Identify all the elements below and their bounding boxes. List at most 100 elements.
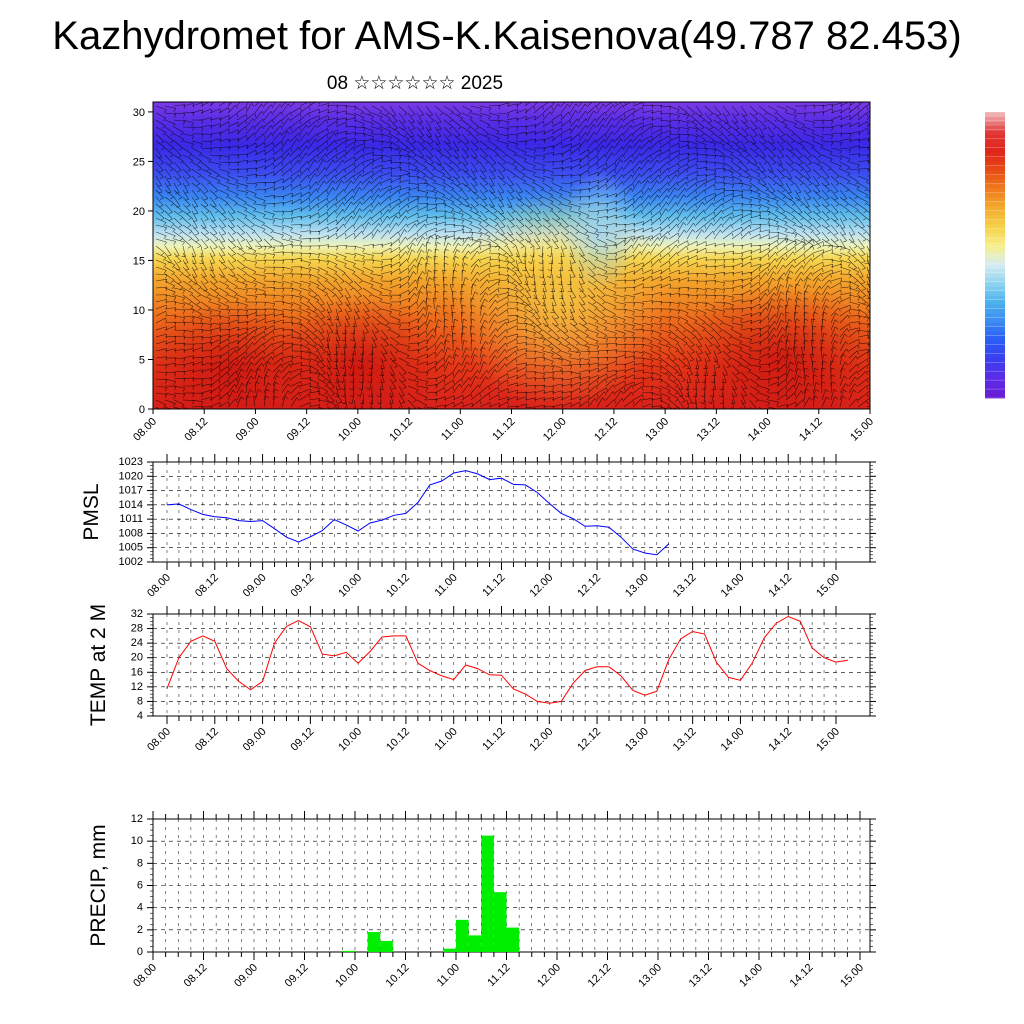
x-tick-label: 12.00: [527, 726, 555, 754]
y-tick-label: 6: [137, 880, 143, 892]
colorbar-segment: [985, 183, 1005, 189]
y-tick-label: 8: [137, 857, 143, 869]
precip-bar: [342, 950, 355, 952]
x-tick-label: 10.12: [384, 962, 412, 990]
colorbar-segment: [985, 330, 1005, 336]
x-tick-label: 10.00: [336, 572, 364, 600]
colorbar-segment: [985, 187, 1005, 193]
colorbar-segment: [985, 134, 1005, 140]
x-tick-label: 12.12: [586, 962, 614, 990]
colorbar-segment: [985, 143, 1005, 149]
x-tick-label: 11.12: [480, 726, 507, 753]
y-tick-label: 1020: [119, 470, 143, 482]
y-tick-label: 25: [133, 156, 145, 168]
colorbar-segment: [985, 228, 1005, 234]
colorbar-segment: [985, 362, 1005, 368]
x-tick-label: 13.00: [623, 572, 651, 600]
x-tick-label: 10.12: [384, 572, 412, 600]
y-tick-label: 4: [137, 902, 143, 914]
colorbar-segment: [985, 205, 1005, 211]
x-tick-label: 14.00: [737, 962, 765, 990]
y-tick-label: 1017: [119, 485, 143, 497]
chart-date: 08 ☆☆☆☆☆☆ 2025: [326, 73, 504, 94]
colorbar-segment: [985, 335, 1005, 341]
series-line: [166, 470, 670, 556]
y-tick-label: 28: [131, 623, 143, 635]
y-axis-label: PRECIP, mm: [87, 824, 110, 946]
x-tick-label: 15.00: [814, 726, 842, 754]
x-tick-label: 09.00: [232, 962, 260, 990]
colorbar-segment: [985, 326, 1005, 332]
colorbar-segment: [985, 299, 1005, 305]
x-tick-label: 10.12: [387, 416, 415, 444]
x-tick-label: 08.00: [131, 962, 159, 990]
colorbar-segment: [985, 219, 1005, 225]
colorbar-segment: [985, 246, 1005, 252]
x-tick-label: 09.00: [241, 726, 269, 754]
x-tick-label: 11.00: [435, 962, 462, 989]
colorbar-segment: [985, 174, 1005, 180]
colorbar-segment: [985, 339, 1005, 345]
x-tick-label: 11.00: [439, 416, 466, 443]
y-tick-label: 1011: [119, 513, 143, 525]
colorbar-segment: [985, 120, 1005, 126]
colorbar-segment: [985, 353, 1005, 359]
precip-bar: [456, 919, 469, 952]
x-tick-label: 14.12: [766, 726, 794, 754]
colorbar-segment: [985, 156, 1005, 162]
x-tick-label: 13.12: [695, 416, 723, 444]
colorbar-segment: [985, 317, 1005, 323]
x-tick-label: 08.12: [182, 416, 210, 444]
x-tick-label: 11.00: [432, 572, 459, 599]
colorbar-segment: [985, 112, 1005, 117]
colorbar-segment: [985, 272, 1005, 278]
colorbar-segment: [985, 259, 1005, 265]
x-tick-label: 12.12: [575, 726, 603, 754]
x-tick-label: 10.12: [384, 726, 412, 754]
colorbar-segment: [985, 268, 1005, 274]
colorbar-segment: [985, 196, 1005, 202]
x-tick-label: 13.12: [671, 726, 699, 754]
colorbar-segment: [985, 241, 1005, 247]
x-tick-label: 10.00: [336, 726, 364, 754]
colorbar-segment: [985, 393, 1005, 399]
y-tick-label: 30: [133, 107, 145, 119]
y-tick-label: 0: [139, 404, 145, 416]
x-tick-label: 14.12: [788, 962, 816, 990]
x-tick-label: 15.00: [848, 416, 876, 444]
y-tick-label: 24: [131, 637, 143, 649]
precip-bar: [443, 948, 456, 952]
colorbar-segment: [985, 152, 1005, 158]
colorbar-segment: [985, 281, 1005, 287]
y-tick-label: 1014: [119, 499, 143, 511]
y-axis-label: PMSL: [80, 483, 103, 540]
x-tick-label: 12.00: [541, 416, 569, 444]
x-tick-label: 12.12: [592, 416, 620, 444]
colorbar-segment: [985, 380, 1005, 386]
y-tick-label: 16: [131, 666, 143, 678]
colorbar-segment: [985, 366, 1005, 372]
precip-bar: [506, 927, 520, 952]
colorbar-segment: [985, 125, 1005, 131]
precip-bar: [481, 835, 494, 952]
warm-area: [270, 295, 450, 409]
x-tick-label: 09.12: [285, 416, 313, 444]
colorbar-segment: [985, 290, 1005, 296]
colorbar-segment: [985, 389, 1005, 395]
y-tick-label: 12: [131, 681, 143, 693]
y-tick-label: 32: [131, 608, 143, 620]
x-tick-label: 08.00: [145, 726, 173, 754]
colorbar-segment: [985, 255, 1005, 260]
x-tick-label: 09.00: [234, 416, 262, 444]
colorbar-segment: [985, 348, 1005, 354]
colorbar-segment: [985, 210, 1005, 216]
x-tick-label: 09.12: [289, 726, 317, 754]
colorbar: [985, 111, 1005, 399]
x-tick-label: 08.00: [145, 572, 173, 600]
colorbar-segment: [985, 263, 1005, 269]
x-tick-label: 09.12: [283, 962, 311, 990]
x-tick-label: 10.00: [333, 962, 361, 990]
y-tick-label: 8: [137, 695, 143, 707]
colorbar-segment: [985, 147, 1005, 153]
